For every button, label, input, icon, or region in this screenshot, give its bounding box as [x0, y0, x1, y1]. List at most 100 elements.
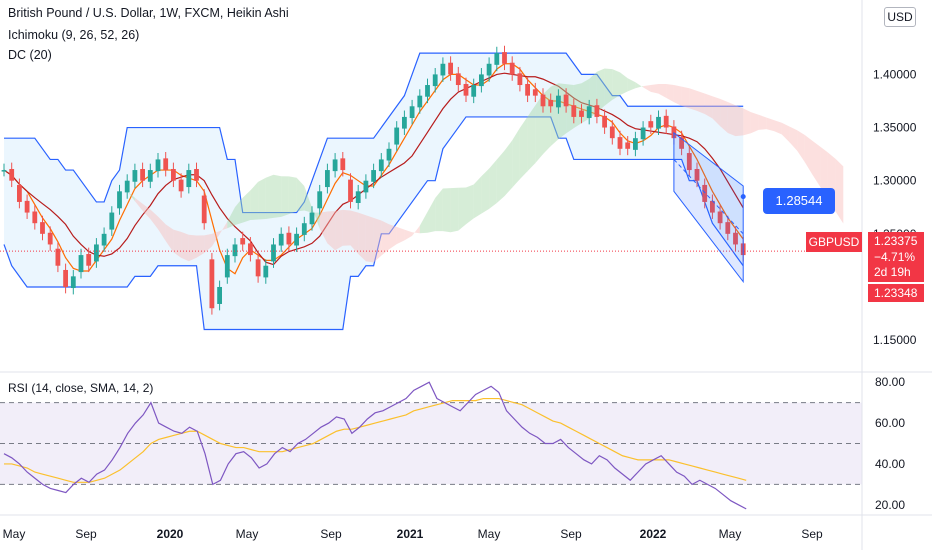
candle-body [132, 170, 138, 182]
cloud-segment [627, 78, 636, 92]
callout-anchor [740, 194, 746, 200]
cloud-segment [766, 117, 774, 132]
cloud-segment [381, 220, 389, 256]
cloud-segment [604, 68, 613, 106]
donchian-lower [3, 116, 744, 331]
candle-body [317, 191, 323, 209]
cloud-segment [789, 126, 798, 151]
cloud-segment [104, 170, 112, 176]
candle-body [517, 73, 523, 86]
cloud-segment [550, 83, 559, 147]
cloud-segment [596, 68, 605, 113]
cloud-segment [750, 112, 759, 134]
cloud-segment [489, 159, 497, 209]
candle-body [155, 159, 161, 172]
price-tick-label: 1.35000 [873, 121, 917, 135]
rsi-pane[interactable] [0, 381, 862, 510]
candle-body [725, 222, 731, 234]
candle-body [117, 191, 122, 209]
donchian-fill [4, 53, 744, 330]
cloud-segment [396, 226, 405, 245]
chart-title: British Pound / U.S. Dollar, 1W, FXCM, H… [8, 6, 289, 20]
candle-body [124, 180, 130, 193]
cloud-segment [797, 130, 805, 163]
cloud-segment [288, 176, 297, 215]
cloud-segment [758, 114, 767, 130]
cloud-segment [558, 83, 567, 140]
time-tick-label: May [719, 527, 742, 541]
cloud-segment [635, 82, 644, 89]
candle-body [355, 191, 361, 204]
candle-body [78, 255, 84, 273]
candle-body [586, 106, 592, 118]
candle-body [625, 142, 631, 149]
rsi-tick-label: 60.00 [875, 416, 905, 430]
candle-body [371, 170, 376, 182]
descending-channel [673, 131, 744, 284]
last-price-box: 1.23375 −4.71% 2d 19h [868, 232, 924, 282]
cloud-segment [435, 188, 443, 232]
candle-body [409, 106, 415, 118]
cloud-segment [712, 96, 721, 127]
cloud-segment [720, 98, 728, 134]
candle-body [63, 269, 68, 287]
cloud-segment [835, 158, 844, 224]
cloud-segment [689, 88, 697, 111]
price-pane[interactable] [0, 45, 862, 331]
candle-body [271, 244, 276, 262]
candle-body [448, 62, 453, 75]
rsi-legend[interactable]: RSI (14, close, SMA, 14, 2) [8, 381, 154, 395]
cloud-segment [181, 231, 189, 262]
cloud-segment [312, 207, 320, 229]
candle-body [594, 105, 600, 117]
candle-body [486, 63, 492, 76]
cloud-segment [620, 72, 628, 96]
candle-body [201, 195, 207, 224]
candle-body [440, 63, 446, 76]
cloud-segment [358, 212, 366, 262]
time-tick-label: 2020 [157, 527, 184, 541]
candle-body [717, 211, 723, 224]
cloud-segment [612, 69, 620, 100]
candle-body [240, 238, 246, 245]
candle-body [394, 127, 400, 145]
candle-body [363, 180, 369, 193]
cloud-segment [427, 197, 436, 233]
donchian-upper [4, 52, 744, 214]
cloud-segment [250, 181, 259, 221]
price-change: −4.71% [874, 249, 916, 264]
cloud-segment [281, 176, 289, 217]
candle-body [648, 121, 654, 128]
candle-body [640, 127, 646, 140]
ichimoku-legend[interactable]: Ichimoku (9, 26, 52, 26) [8, 28, 140, 42]
cloud-segment [389, 224, 397, 250]
candle-body [710, 200, 715, 213]
cloud-segment [273, 174, 282, 218]
cloud-segment [419, 211, 428, 234]
rsi-tick-label: 20.00 [875, 498, 905, 512]
time-tick-label: 2022 [640, 527, 667, 541]
candle-body [17, 184, 22, 202]
cloud-segment [173, 229, 182, 258]
cloud-segment [227, 207, 235, 229]
candle-body [171, 168, 176, 181]
candle-body [702, 184, 708, 202]
candle-body [163, 158, 169, 171]
candle-body [540, 94, 546, 107]
cloud-segment [681, 86, 690, 109]
cloud-segment [219, 221, 228, 235]
cloud-segment [258, 177, 266, 220]
candle-body [294, 233, 299, 246]
candle-body [301, 223, 307, 235]
price-callout[interactable]: 1.28544 [763, 188, 835, 214]
candle-body [263, 265, 269, 278]
candle-body [378, 159, 384, 172]
rsi-line [3, 381, 747, 510]
currency-button[interactable]: USD [884, 7, 916, 27]
cloud-segment [127, 191, 135, 202]
bid-price: 1.23348 [868, 284, 924, 302]
cloud-segment [458, 187, 466, 231]
donchian-legend[interactable]: DC (20) [8, 48, 52, 62]
rsi-tick-label: 40.00 [875, 457, 905, 471]
rsi-ma-line [4, 397, 747, 483]
